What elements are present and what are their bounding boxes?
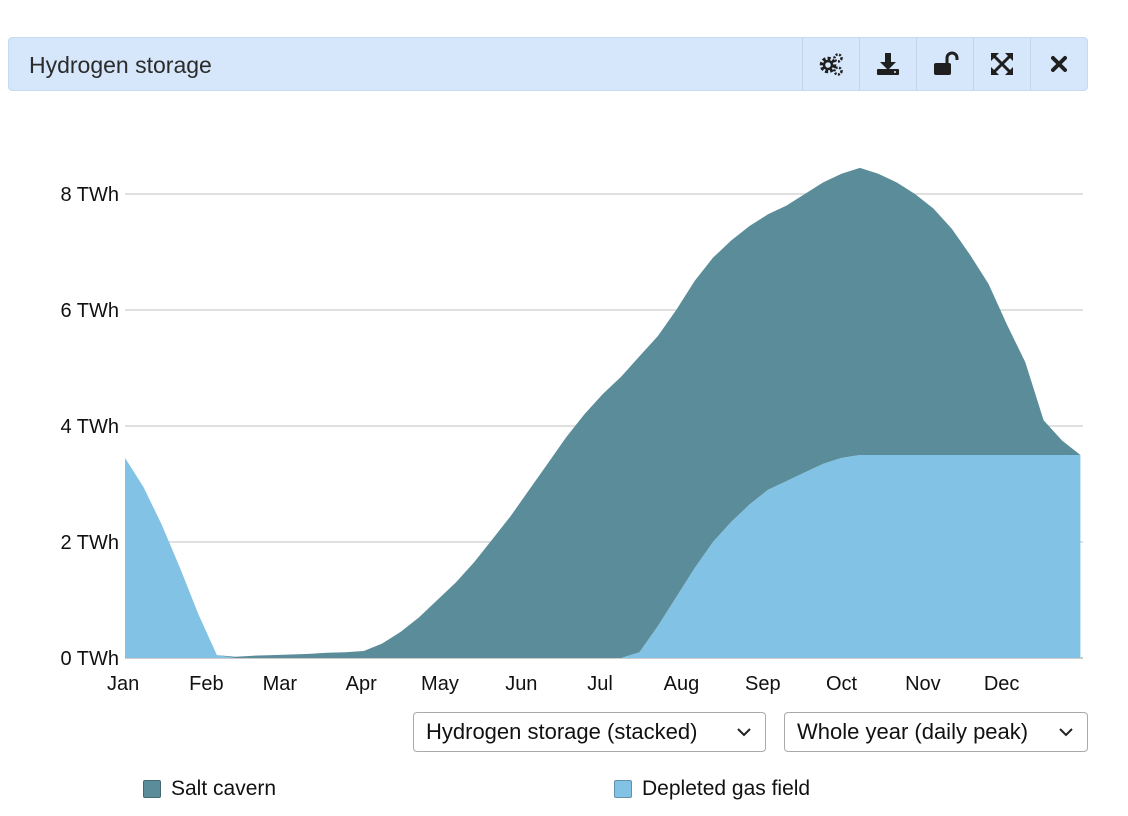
x-tick-label: Nov <box>905 673 941 695</box>
x-tick-label: Apr <box>346 673 377 695</box>
x-tick-label: Oct <box>826 673 858 695</box>
legend-label: Depleted gas field <box>642 777 811 800</box>
panel-header: Hydrogen storage <box>8 37 1088 91</box>
settings-button[interactable] <box>802 38 859 90</box>
y-tick-label: 6 TWh <box>60 300 119 322</box>
x-tick-label: Dec <box>984 673 1020 695</box>
expand-button[interactable] <box>973 38 1030 90</box>
chevron-down-icon <box>1059 728 1073 737</box>
x-tick-label: Feb <box>189 673 223 695</box>
x-tick-label: Sep <box>745 673 781 695</box>
y-tick-label: 0 TWh <box>60 648 119 670</box>
axis-labels: 0 TWh 2 TWh 4 TWh 6 TWh 8 TWh Jan Feb Mar Apr May… <box>60 184 1019 695</box>
y-tick-label: 2 TWh <box>60 532 119 554</box>
storage-chart: 0 TWh 2 TWh 4 TWh 6 TWh 8 TWh Jan Feb Mar Apr May… <box>60 167 1083 695</box>
y-tick-label: 4 TWh <box>60 416 119 438</box>
chevron-down-icon <box>737 728 751 737</box>
legend-item-depleted-gas-field[interactable]: Depleted gas field <box>614 776 810 802</box>
unlock-icon <box>934 51 959 75</box>
gears-icon <box>819 53 843 76</box>
x-tick-label: Aug <box>664 673 700 695</box>
area-depleted-gas-field[interactable] <box>125 455 1081 658</box>
legend-swatch <box>143 780 161 798</box>
lock-button[interactable] <box>916 38 973 90</box>
period-select-value: Whole year (daily peak) <box>797 719 1029 744</box>
x-tick-label: Mar <box>263 673 298 695</box>
panel-toolbar <box>802 38 1087 90</box>
area-series <box>125 167 1081 658</box>
x-tick-label: Jun <box>505 673 537 695</box>
download-button[interactable] <box>859 38 916 90</box>
legend-label: Salt cavern <box>171 777 277 800</box>
chart-type-select[interactable]: Hydrogen storage (stacked) <box>413 712 766 752</box>
legend-swatch <box>614 780 632 798</box>
area-salt-cavern[interactable] <box>125 167 1081 658</box>
x-tick-label: May <box>421 673 459 695</box>
legend-item-salt-cavern[interactable]: Salt cavern <box>143 776 276 802</box>
close-icon <box>1051 56 1067 72</box>
x-tick-label: Jul <box>587 673 613 695</box>
period-select[interactable]: Whole year (daily peak) <box>784 712 1088 752</box>
y-tick-label: 8 TWh <box>60 184 119 206</box>
expand-icon <box>991 53 1013 75</box>
x-tick-label: Jan <box>107 673 139 695</box>
chart-type-select-value: Hydrogen storage (stacked) <box>426 719 698 744</box>
download-icon <box>877 53 899 75</box>
close-button[interactable] <box>1030 38 1087 90</box>
panel-title: Hydrogen storage <box>29 52 212 78</box>
